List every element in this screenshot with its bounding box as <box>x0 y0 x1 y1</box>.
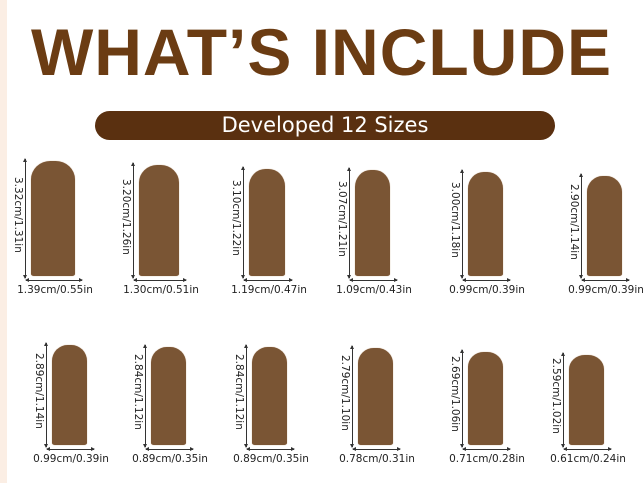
length-arrow <box>130 162 135 279</box>
nail-shape <box>586 175 622 276</box>
length-arrow <box>43 342 48 448</box>
width-arrow <box>351 447 401 451</box>
length-label: 2.59cm/1.02in <box>549 358 562 435</box>
length-arrow <box>346 166 351 280</box>
width-label: 1.19cm/0.47in <box>231 284 307 296</box>
width-label: 1.30cm/0.51in <box>123 284 199 296</box>
length-arrow <box>142 343 147 449</box>
width-arrow <box>242 278 294 282</box>
width-label: 0.78cm/0.31in <box>339 453 415 465</box>
width-label: 0.89cm/0.35in <box>132 453 208 465</box>
length-label: 2.69cm/1.06in <box>448 356 461 433</box>
nail-shape <box>51 345 87 445</box>
length-label: 2.90cm/1.14in <box>567 183 580 260</box>
length-label: 3.07cm/1.21in <box>335 180 348 257</box>
length-arrow <box>243 343 248 449</box>
nail-shape <box>150 346 186 445</box>
length-label: 3.20cm/1.26in <box>119 178 132 255</box>
nail-shape <box>467 351 503 445</box>
left-edge-strip <box>0 0 7 483</box>
width-arrow <box>45 447 95 451</box>
width-arrow <box>580 278 630 282</box>
width-arrow <box>348 278 398 282</box>
page-title: WHAT’S INCLUDE <box>30 15 613 89</box>
length-label: 2.79cm/1.10in <box>338 354 351 431</box>
nail-shape <box>138 165 180 276</box>
width-arrow <box>562 447 612 451</box>
width-label: 0.61cm/0.24in <box>550 453 626 465</box>
width-arrow <box>461 447 511 451</box>
width-arrow <box>461 278 511 282</box>
width-arrow <box>144 447 194 451</box>
length-arrow <box>23 158 28 279</box>
width-label: 0.99cm/0.39in <box>568 284 643 296</box>
length-arrow <box>459 348 464 449</box>
width-label: 0.99cm/0.39in <box>33 453 109 465</box>
width-label: 1.39cm/0.55in <box>17 284 93 296</box>
length-arrow <box>578 172 583 280</box>
width-arrow <box>245 447 295 451</box>
width-label: 0.89cm/0.35in <box>233 453 309 465</box>
length-arrow <box>459 169 464 279</box>
nail-shape <box>248 168 286 276</box>
length-label: 3.10cm/1.22in <box>229 180 242 257</box>
length-label: 2.84cm/1.12in <box>131 353 144 430</box>
width-arrow <box>132 278 188 282</box>
length-arrow <box>560 352 565 448</box>
length-label: 2.84cm/1.12in <box>232 353 245 430</box>
length-label: 2.89cm/1.14in <box>32 353 45 429</box>
length-label: 3.32cm/1.31in <box>12 176 25 253</box>
width-label: 0.71cm/0.28in <box>449 453 525 465</box>
length-arrow <box>240 165 245 280</box>
width-arrow <box>25 278 83 282</box>
nail-shape <box>568 355 604 445</box>
nail-shape <box>354 169 390 276</box>
length-label: 3.00cm/1.18in <box>448 182 461 258</box>
nail-shape <box>357 348 393 445</box>
sizes-banner: Developed 12 Sizes <box>95 111 555 140</box>
nail-shape <box>31 161 75 276</box>
width-label: 0.99cm/0.39in <box>449 284 525 296</box>
length-arrow <box>349 345 354 448</box>
nail-shape <box>467 172 503 276</box>
nail-shape <box>251 346 287 445</box>
width-label: 1.09cm/0.43in <box>336 284 412 296</box>
